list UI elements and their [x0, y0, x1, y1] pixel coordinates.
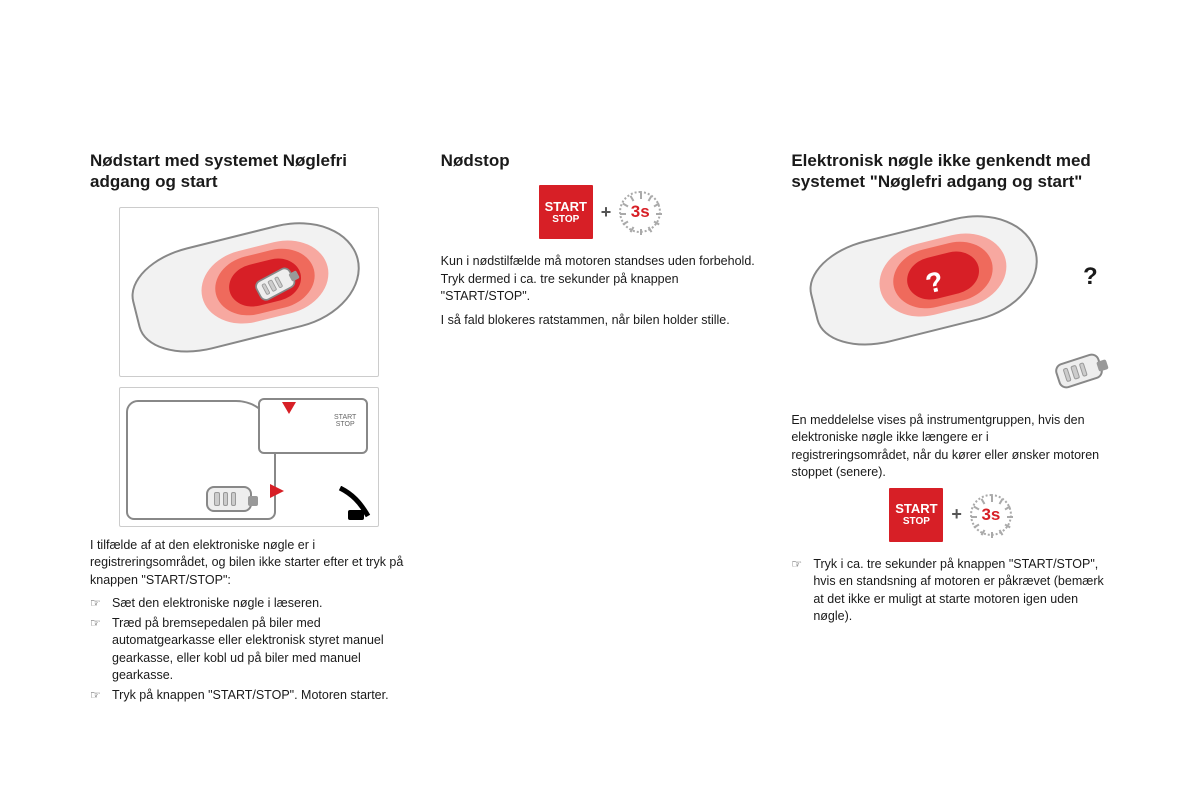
seatbelt-icon [334, 486, 374, 522]
arrow-down-icon [282, 402, 296, 414]
column-emergency-stop: Nødstop START STOP + 3s Kun i nødstilfæl… [441, 150, 760, 706]
illustration-car-with-key [119, 207, 379, 377]
list-item: Træd på bremsepedalen på biler med autom… [90, 615, 409, 685]
heading-emergency-start: Nødstart med systemet Nøglefri adgang og… [90, 150, 409, 193]
steps-list: Tryk i ca. tre sekunder på knappen "STAR… [791, 556, 1110, 626]
heading-emergency-stop: Nødstop [441, 150, 760, 171]
clock-icon: 3s [970, 494, 1012, 536]
question-mark-icon: ? [1083, 263, 1098, 291]
column-key-not-recognised: Elektronisk nøgle ikke genkendt med syst… [791, 150, 1110, 706]
heading-key-not-recognised: Elektronisk nøgle ikke genkendt med syst… [791, 150, 1110, 193]
plus-icon: + [951, 504, 962, 525]
list-item: Tryk i ca. tre sekunder på knappen "STAR… [791, 556, 1110, 626]
page: Nødstart med systemet Nøglefri adgang og… [0, 0, 1200, 706]
paragraph: En meddelelse vises på instrumentgruppen… [791, 412, 1110, 482]
start-stop-button-icon: START STOP [889, 488, 943, 542]
list-item: Tryk på knappen "START/STOP". Motoren st… [90, 687, 409, 705]
stop-label: STOP [903, 517, 930, 527]
paragraph: I så fald blokeres ratstammen, når bilen… [441, 312, 760, 330]
start-stop-button-icon: START STOP [539, 185, 593, 239]
start-label: START [545, 200, 587, 213]
steps-list: Sæt den elektroniske nøgle i læseren. Tr… [90, 595, 409, 704]
panel-label: STARTSTOP [334, 414, 356, 428]
stop-label: STOP [552, 215, 579, 225]
duration-value: 3s [981, 505, 1000, 525]
plus-icon: + [601, 202, 612, 223]
illustration-dashboard: STARTSTOP [119, 387, 379, 527]
illustration-car-question: ? ? [806, 207, 1096, 402]
start-stop-duration-row: START STOP + 3s [441, 185, 760, 239]
start-label: START [895, 502, 937, 515]
paragraph: Kun i nødstilfælde må motoren standses u… [441, 253, 760, 306]
car-top-view-icon [123, 207, 372, 365]
list-item: Sæt den elektroniske nøgle i læseren. [90, 595, 409, 613]
clock-icon: 3s [619, 191, 661, 233]
start-stop-duration-row: START STOP + 3s [791, 488, 1110, 542]
intro-text: I tilfælde af at den elektroniske nøgle … [90, 537, 409, 590]
car-top-view-icon: ? [800, 200, 1049, 358]
start-stop-panel-icon: STARTSTOP [258, 398, 368, 454]
arrow-right-icon [270, 484, 284, 498]
key-fob-icon [1053, 351, 1105, 390]
key-fob-icon [206, 486, 252, 512]
key-slot-icon [206, 486, 252, 512]
column-emergency-start: Nødstart med systemet Nøglefri adgang og… [90, 150, 409, 706]
duration-value: 3s [631, 202, 650, 222]
